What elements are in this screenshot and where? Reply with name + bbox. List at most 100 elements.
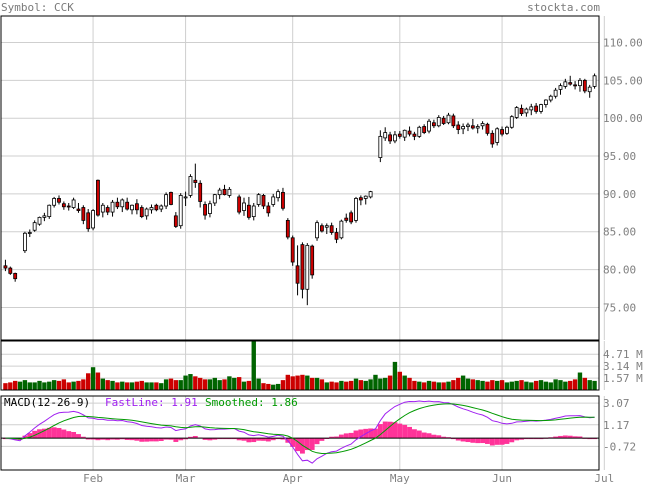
grid-layer <box>1 16 605 470</box>
macd-histogram-bar <box>475 438 481 444</box>
volume-bar <box>519 380 524 390</box>
volume-bar <box>232 377 237 390</box>
candle-body <box>120 199 125 208</box>
macd-histogram-bar <box>480 438 486 444</box>
candle-body <box>130 204 134 211</box>
volume-bar <box>144 382 149 390</box>
candle-body <box>208 203 212 214</box>
candle-body <box>524 108 529 114</box>
volume-bar <box>188 374 193 390</box>
volume-bar <box>348 380 354 390</box>
macd-histogram-bar <box>348 432 354 439</box>
volume-bar <box>392 361 398 390</box>
candle-body <box>592 75 597 87</box>
volume-bar <box>543 381 549 390</box>
volume-bar <box>431 381 437 390</box>
candle-body <box>110 201 115 213</box>
macd-histogram-bar <box>543 437 549 439</box>
macd-histogram-bar <box>231 438 237 440</box>
macd-histogram-bar <box>280 438 286 440</box>
candle-body <box>573 84 577 87</box>
axis-labels: 110.00 105.00 100.00 95.00 90.00 85.00 80.00 75… <box>4 36 643 485</box>
candle-body <box>27 232 32 234</box>
volume-bar <box>217 380 222 390</box>
volume-bar <box>12 380 18 390</box>
candle-body <box>349 212 354 223</box>
volume-bar <box>129 382 135 390</box>
candle-body <box>144 208 149 217</box>
candle-body <box>8 267 13 274</box>
smoothed-label: Smoothed: 1.86 <box>205 396 298 409</box>
macd-histogram-bar <box>587 438 593 440</box>
volume-bar <box>163 379 169 390</box>
volume-bar <box>456 377 461 390</box>
candle-body <box>285 219 290 238</box>
candle-body <box>42 215 47 218</box>
candle-body <box>470 125 475 129</box>
macd-histogram-bar <box>265 438 271 442</box>
month-label: Mar <box>176 472 196 485</box>
macd-histogram-bar <box>343 433 349 439</box>
macd-histogram-bar <box>392 422 398 439</box>
volume-bar <box>159 383 164 390</box>
price-tick-label: 85.00 <box>603 226 636 239</box>
volume-bar <box>509 381 514 390</box>
volume-bar <box>149 382 154 390</box>
macd-histogram-bar <box>129 438 135 441</box>
volume-bar <box>134 381 140 390</box>
panel-frames <box>0 15 600 471</box>
volume-bar <box>436 382 441 390</box>
site-label[interactable]: stockta.com <box>527 1 600 14</box>
volume-bar <box>8 382 13 390</box>
candle-body <box>305 244 310 290</box>
volume-bar <box>339 380 344 390</box>
macd-histogram-bar <box>329 436 335 439</box>
volume-bar <box>329 381 334 390</box>
volume-bar <box>358 380 364 390</box>
volume-bar <box>90 367 96 390</box>
macd-histogram-bar <box>373 428 378 439</box>
volume-bar <box>538 380 544 390</box>
volume-bar <box>563 381 568 390</box>
candle-body <box>71 199 76 208</box>
candle-body <box>290 237 295 263</box>
volume-bar <box>529 382 534 390</box>
volume-bar <box>407 377 412 390</box>
candle-body <box>412 133 417 137</box>
volume-bar <box>227 376 232 390</box>
month-label: May <box>390 472 410 485</box>
volume-tick-label: 4.71 M <box>603 348 643 361</box>
volume-bar <box>553 379 558 390</box>
candle-body <box>32 222 37 231</box>
candle-body <box>315 222 319 239</box>
candle-body <box>427 120 431 132</box>
macd-histogram-bar <box>192 435 198 439</box>
candle-body <box>388 134 392 142</box>
macd-histogram-bar <box>485 438 490 444</box>
macd-histogram-bar <box>314 438 320 445</box>
candle-body <box>548 95 553 101</box>
macd-histogram-bar <box>319 438 325 441</box>
panel-frame <box>0 340 600 391</box>
candle-body <box>480 123 485 127</box>
volume-bar <box>17 381 23 390</box>
macd-histogram-bar <box>124 438 130 440</box>
volume-tick-label: 3.14 M <box>603 360 643 373</box>
macd-histogram-bar <box>71 432 77 439</box>
volume-bar <box>363 380 368 390</box>
macd-histogram-bar <box>76 434 81 439</box>
candle-body <box>66 205 71 208</box>
candle-body <box>217 189 222 196</box>
month-label: Jun <box>492 472 512 485</box>
candle-body <box>495 128 500 143</box>
price-tick-label: 105.00 <box>603 74 643 87</box>
candle-body <box>441 117 446 124</box>
candle-body <box>295 265 300 284</box>
macd-panel <box>1 400 599 464</box>
macd-histogram-bar <box>270 438 276 441</box>
candle-body <box>466 124 470 127</box>
macd-histogram-bar <box>441 436 447 439</box>
volume-bar <box>285 374 291 390</box>
volume-bar <box>42 382 47 390</box>
volume-bar <box>110 380 115 390</box>
